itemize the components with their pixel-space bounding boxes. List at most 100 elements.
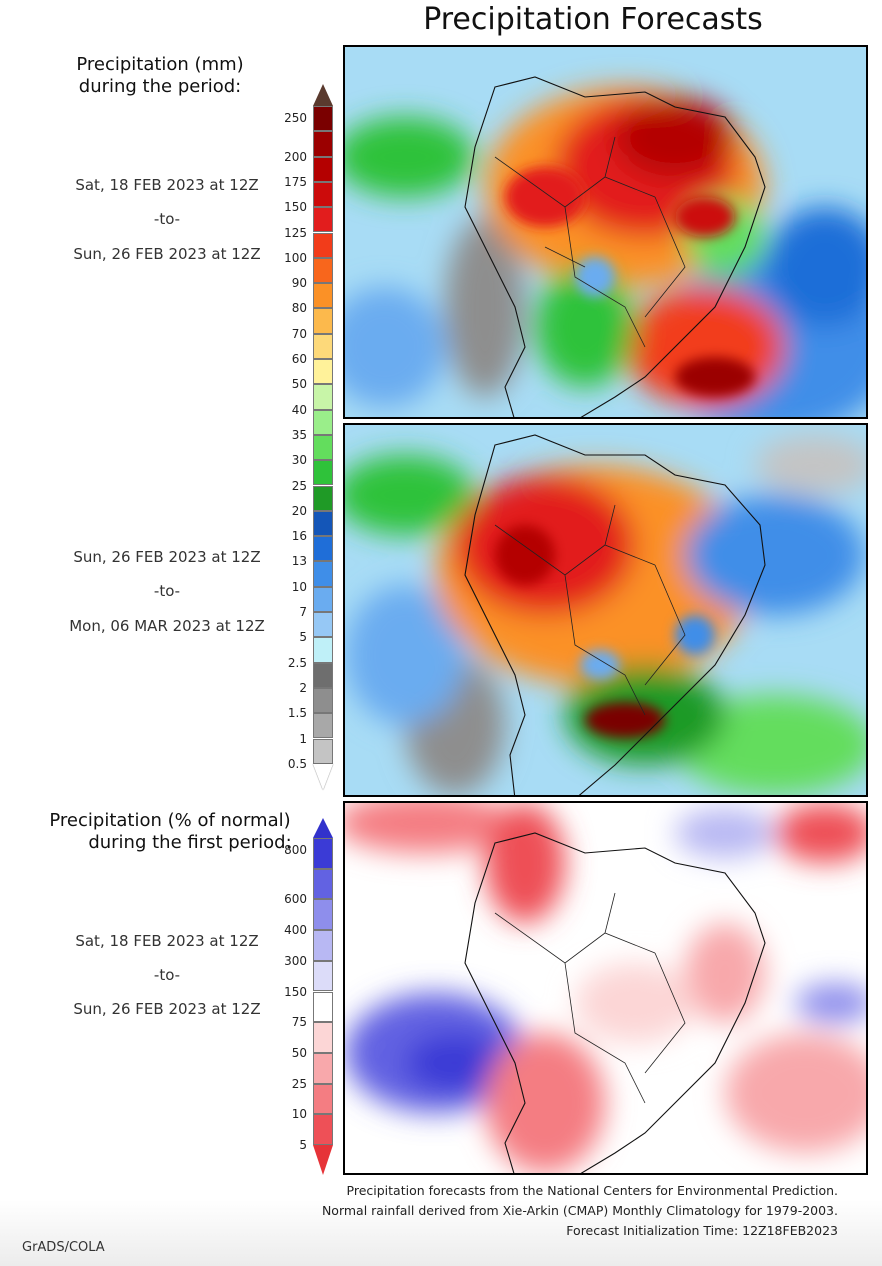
colorbar-segment — [313, 106, 333, 132]
colorbar-segment — [313, 131, 333, 157]
colorbar-segment — [313, 612, 333, 638]
page-title: Precipitation Forecasts — [423, 2, 763, 37]
colorbar-tick-label: 150 — [284, 200, 307, 215]
colorbar-tick-label: 250 — [284, 111, 307, 125]
colorbar-segment — [313, 384, 333, 410]
colorbar-segment — [313, 586, 333, 612]
precip-colorbar — [313, 84, 333, 790]
colorbar-segment — [313, 713, 333, 739]
precip-label-line2: during the period: — [78, 76, 242, 97]
colorbar-segment — [313, 485, 333, 511]
map-period1 — [343, 45, 868, 419]
colorbar-segment — [313, 662, 333, 688]
colorbar-tick-label: 5 — [299, 1138, 307, 1152]
colorbar-tick-label: 100 — [284, 250, 307, 265]
colorbar-tick-label: 1.5 — [287, 706, 307, 721]
map-period2 — [343, 423, 868, 797]
colorbar-tick-label: 600 — [284, 892, 307, 907]
credit: GrADS/COLA — [22, 1240, 105, 1255]
colorbar-tick-label: 1 — [299, 731, 307, 746]
colorbar-segment — [313, 510, 333, 537]
colorbar-tick-label: 90 — [291, 276, 307, 291]
colorbar-segment — [313, 868, 333, 900]
colorbar-tick-label: 150 — [284, 984, 307, 999]
colorbar-tick-label: 70 — [291, 326, 307, 341]
period3-end: Sun, 26 FEB 2023 at 12Z — [73, 1000, 261, 1018]
colorbar-tick-label: 25 — [291, 1076, 307, 1091]
footer-line1: Precipitation forecasts from the Nationa… — [346, 1183, 838, 1198]
colorbar-tick-label: 10 — [291, 1107, 307, 1122]
period1-end: Sun, 26 FEB 2023 at 12Z — [73, 245, 261, 263]
pct-label-line1: Precipitation (% of normal) — [49, 810, 291, 831]
colorbar-segment — [313, 434, 333, 461]
colorbar-top-arrow — [313, 84, 333, 106]
colorbar-bottom-arrow — [313, 763, 333, 790]
colorbar-tick-label: 60 — [291, 352, 307, 366]
colorbar-tick-label: 10 — [291, 579, 307, 594]
period1-start: Sat, 18 FEB 2023 at 12Z — [75, 176, 259, 194]
precip-label-top: Precipitation (mm) during the period: — [30, 54, 290, 98]
colorbar-tick-label: 0.5 — [287, 756, 307, 771]
footer-notes: Precipitation forecasts from the Nationa… — [322, 1181, 838, 1241]
colorbar-tick-label: 200 — [284, 149, 307, 164]
colorbar-segment — [313, 156, 333, 182]
colorbar-segment — [313, 687, 333, 714]
colorbar-tick-label: 20 — [291, 503, 307, 518]
colorbar-tick-label: 35 — [291, 427, 307, 442]
colorbar-tick-label: 30 — [291, 453, 307, 468]
colorbar-tick-label: 7 — [299, 605, 307, 619]
period2-end: Mon, 06 MAR 2023 at 12Z — [69, 617, 265, 635]
colorbar-tick-label: 50 — [291, 1045, 307, 1060]
pct-label-line2: during the first period: — [88, 832, 292, 853]
colorbar-segment — [313, 232, 333, 258]
colorbar-tick-label: 40 — [291, 402, 307, 417]
bottom-band — [0, 1200, 882, 1266]
colorbar-bottom-arrow — [313, 1145, 333, 1175]
period2-sep: -to- — [153, 582, 181, 600]
colorbar-tick-label: 400 — [284, 923, 307, 938]
period3-sep: -to- — [153, 966, 181, 984]
colorbar-tick-label: 125 — [284, 225, 307, 240]
colorbar-segment — [313, 1083, 333, 1115]
colorbar-tick-label: 16 — [291, 529, 307, 544]
colorbar-segment — [313, 359, 333, 385]
colorbar-segment — [313, 283, 333, 309]
map-percent-normal — [343, 801, 868, 1175]
colorbar-segment — [313, 460, 333, 486]
period1-sep: -to- — [153, 210, 181, 228]
colorbar-tick-label: 800 — [284, 843, 307, 857]
colorbar-segment — [313, 838, 333, 869]
footer-line2: Normal rainfall derived from Xie-Arkin (… — [321, 1203, 838, 1218]
colorbar-segment — [313, 899, 333, 931]
colorbar-tick-label: 175 — [284, 174, 307, 189]
pct-colorbar — [313, 818, 333, 1175]
colorbar-segment — [313, 409, 333, 435]
colorbar-segment — [313, 930, 333, 961]
colorbar-tick-label: 13 — [291, 554, 307, 569]
pct-label: Precipitation (% of normal) during the f… — [20, 810, 320, 854]
colorbar-segment — [313, 333, 333, 359]
colorbar-tick-label: 75 — [291, 1015, 307, 1030]
colorbar-segment — [313, 637, 333, 663]
colorbar-tick-label: 25 — [291, 478, 307, 493]
colorbar-segment — [313, 1114, 333, 1145]
colorbar-segment — [313, 991, 333, 1023]
colorbar-segment — [313, 1052, 333, 1084]
colorbar-top-arrow — [313, 818, 333, 838]
colorbar-tick-label: 300 — [284, 953, 307, 968]
colorbar-tick-label: 2.5 — [287, 655, 307, 670]
precip-label-line1: Precipitation (mm) — [76, 54, 244, 75]
colorbar-tick-label: 50 — [291, 377, 307, 392]
colorbar-tick-label: 2 — [299, 680, 307, 695]
colorbar-tick-label: 5 — [299, 630, 307, 645]
colorbar-segment — [313, 257, 333, 284]
colorbar-segment — [313, 1022, 333, 1053]
colorbar-segment — [313, 536, 333, 562]
colorbar-segment — [313, 207, 333, 233]
colorbar-segment — [313, 561, 333, 587]
period2-start: Sun, 26 FEB 2023 at 12Z — [73, 548, 261, 566]
colorbar-segment — [313, 738, 333, 764]
period3-start: Sat, 18 FEB 2023 at 12Z — [75, 932, 259, 950]
colorbar-segment — [313, 181, 333, 208]
footer-line3: Forecast Initialization Time: 12Z18FEB20… — [566, 1223, 838, 1238]
